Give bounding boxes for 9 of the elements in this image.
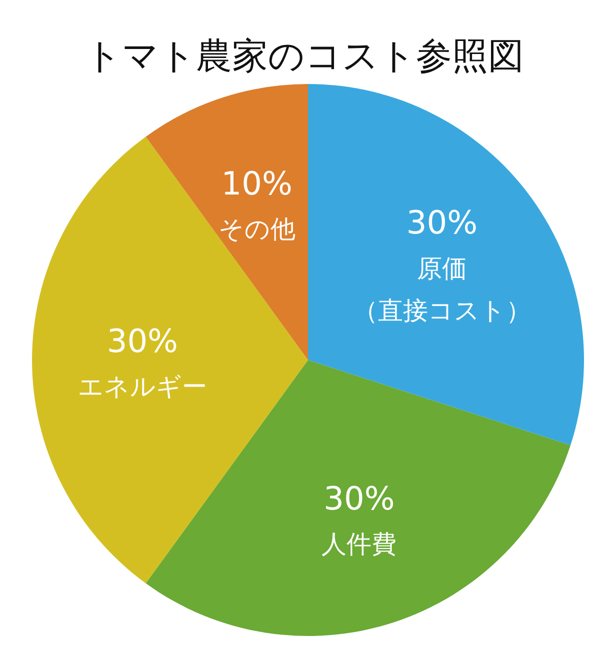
chart-title: トマト農家のコスト参照図	[85, 36, 524, 77]
slice-label: その他	[218, 214, 296, 244]
data-label: 30%	[406, 203, 478, 242]
slice-label: 人件費	[322, 530, 397, 559]
data-label: 30%	[324, 479, 395, 518]
data-label: 30%	[106, 322, 178, 360]
slice-label: エネルギー	[78, 372, 207, 402]
data-label: 10%	[221, 164, 292, 202]
slice-label: 原価（直接コスト）	[352, 254, 531, 325]
